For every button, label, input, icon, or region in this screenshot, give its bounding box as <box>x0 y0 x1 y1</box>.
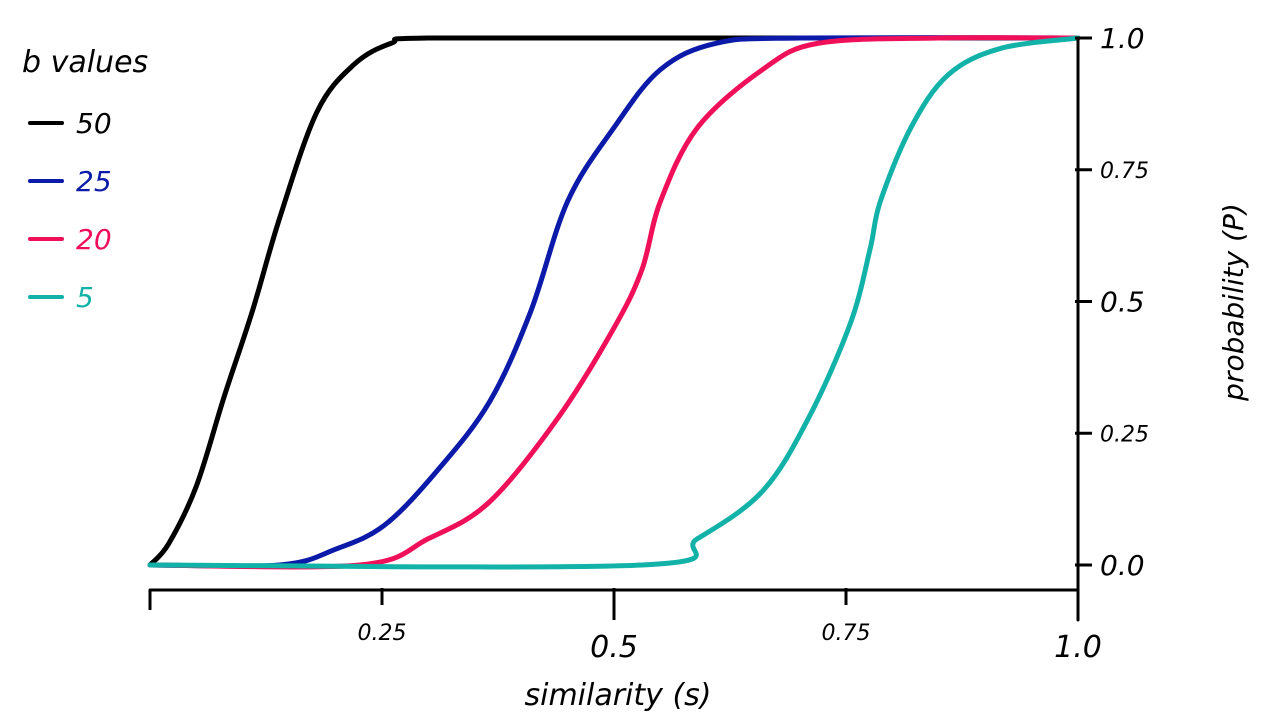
x-ticks: 0.25 0.5 0.75 1.0 <box>358 588 1102 665</box>
series-line-b-20 <box>147 35 1081 570</box>
legend-label-b-20: 20 <box>76 223 112 256</box>
x-tick-label: 0.5 <box>590 630 638 665</box>
legend-label-b-5: 5 <box>76 281 94 314</box>
x-tick-label: 1.0 <box>1054 630 1102 665</box>
y-ticks: 0.0 0.25 0.5 0.75 1.0 <box>1075 22 1149 582</box>
curves <box>147 35 1081 570</box>
y-tick-label: 0.25 <box>1100 422 1149 447</box>
x-tick-label: 0.25 <box>358 621 407 646</box>
y-tick-label: 1.0 <box>1100 22 1145 55</box>
x-tick-label: 0.75 <box>822 621 871 646</box>
legend-label-b-50: 50 <box>76 107 112 140</box>
legend-title: b values <box>22 45 148 80</box>
series-line-b-5 <box>147 35 1081 570</box>
y-tick-label: 0.5 <box>1100 286 1145 319</box>
y-axis-label: probability (P) <box>1217 203 1250 402</box>
series-line-b-25 <box>147 35 1081 569</box>
y-tick-label: 0.0 <box>1100 549 1145 582</box>
y-tick-label: 0.75 <box>1100 159 1149 184</box>
legend: 50 25 20 5 <box>28 107 112 314</box>
legend-label-b-25: 25 <box>76 165 112 198</box>
series-line-b-50 <box>147 35 1081 568</box>
x-axis-label: similarity (s) <box>524 678 711 713</box>
